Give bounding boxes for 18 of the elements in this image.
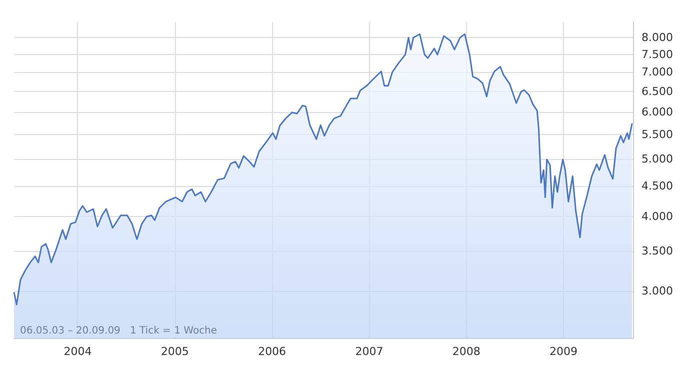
y-tick-label: 3.000 xyxy=(642,284,674,298)
x-tick-label: 2005 xyxy=(160,345,189,358)
y-tick-label: 4.500 xyxy=(642,180,674,193)
x-tick-label: 2008 xyxy=(452,345,480,358)
y-tick-label: 6.500 xyxy=(642,84,674,98)
x-tick-label: 2006 xyxy=(258,345,286,358)
y-tick-label: 3.500 xyxy=(642,244,674,258)
y-tick-label: 5.500 xyxy=(642,128,674,141)
x-tick-label: 2009 xyxy=(550,345,578,358)
y-tick-label: 8.000 xyxy=(642,31,674,44)
y-tick-label: 7.000 xyxy=(642,66,674,79)
annotation: 06.05.03 – 20.09.09 1 Tick = 1 Woche xyxy=(20,326,218,336)
y-tick-label: 7.500 xyxy=(642,48,674,61)
x-tick-label: 2007 xyxy=(355,345,384,358)
y-tick-label: 5.000 xyxy=(642,152,674,166)
y-tick-label: 4.000 xyxy=(642,210,674,224)
y-tick-label: 6.000 xyxy=(642,105,674,118)
x-tick-label: 2004 xyxy=(64,345,92,358)
